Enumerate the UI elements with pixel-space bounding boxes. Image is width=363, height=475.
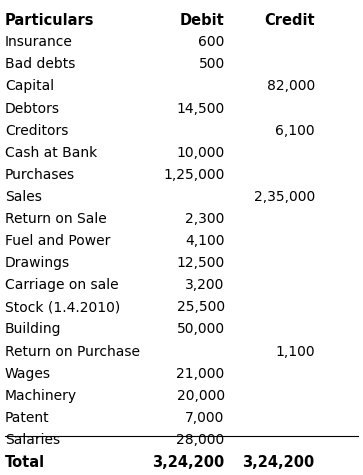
Text: 28,000: 28,000 bbox=[176, 433, 225, 447]
Text: 600: 600 bbox=[198, 35, 225, 49]
Text: Total: Total bbox=[5, 455, 45, 470]
Text: 7,000: 7,000 bbox=[185, 411, 225, 425]
Text: Debit: Debit bbox=[180, 13, 225, 28]
Text: Building: Building bbox=[5, 323, 61, 336]
Text: 6,100: 6,100 bbox=[275, 124, 315, 138]
Text: 12,500: 12,500 bbox=[176, 256, 225, 270]
Text: Salaries: Salaries bbox=[5, 433, 60, 447]
Text: 14,500: 14,500 bbox=[176, 102, 225, 115]
Text: 4,100: 4,100 bbox=[185, 234, 225, 248]
Text: Creditors: Creditors bbox=[5, 124, 68, 138]
Text: 3,24,200: 3,24,200 bbox=[242, 455, 315, 470]
Text: 500: 500 bbox=[199, 57, 225, 71]
Text: Wages: Wages bbox=[5, 367, 51, 380]
Text: Capital: Capital bbox=[5, 79, 54, 94]
Text: 20,000: 20,000 bbox=[177, 389, 225, 403]
Text: 10,000: 10,000 bbox=[176, 146, 225, 160]
Text: Purchases: Purchases bbox=[5, 168, 75, 182]
Text: Return on Sale: Return on Sale bbox=[5, 212, 107, 226]
Text: Cash at Bank: Cash at Bank bbox=[5, 146, 97, 160]
Text: 1,25,000: 1,25,000 bbox=[163, 168, 225, 182]
Text: 3,200: 3,200 bbox=[185, 278, 225, 292]
Text: Insurance: Insurance bbox=[5, 35, 73, 49]
Text: 50,000: 50,000 bbox=[177, 323, 225, 336]
Text: Machinery: Machinery bbox=[5, 389, 77, 403]
Text: Stock (1.4.2010): Stock (1.4.2010) bbox=[5, 300, 120, 314]
Text: Bad debts: Bad debts bbox=[5, 57, 76, 71]
Text: 21,000: 21,000 bbox=[176, 367, 225, 380]
Text: 2,300: 2,300 bbox=[185, 212, 225, 226]
Text: Fuel and Power: Fuel and Power bbox=[5, 234, 110, 248]
Text: Carriage on sale: Carriage on sale bbox=[5, 278, 119, 292]
Text: 1,100: 1,100 bbox=[275, 344, 315, 359]
Text: Return on Purchase: Return on Purchase bbox=[5, 344, 140, 359]
Text: Credit: Credit bbox=[264, 13, 315, 28]
Text: Sales: Sales bbox=[5, 190, 42, 204]
Text: 2,35,000: 2,35,000 bbox=[253, 190, 315, 204]
Text: Particulars: Particulars bbox=[5, 13, 94, 28]
Text: 82,000: 82,000 bbox=[266, 79, 315, 94]
Text: 3,24,200: 3,24,200 bbox=[152, 455, 225, 470]
Text: 25,500: 25,500 bbox=[177, 300, 225, 314]
Text: Debtors: Debtors bbox=[5, 102, 60, 115]
Text: Drawings: Drawings bbox=[5, 256, 70, 270]
Text: Patent: Patent bbox=[5, 411, 50, 425]
